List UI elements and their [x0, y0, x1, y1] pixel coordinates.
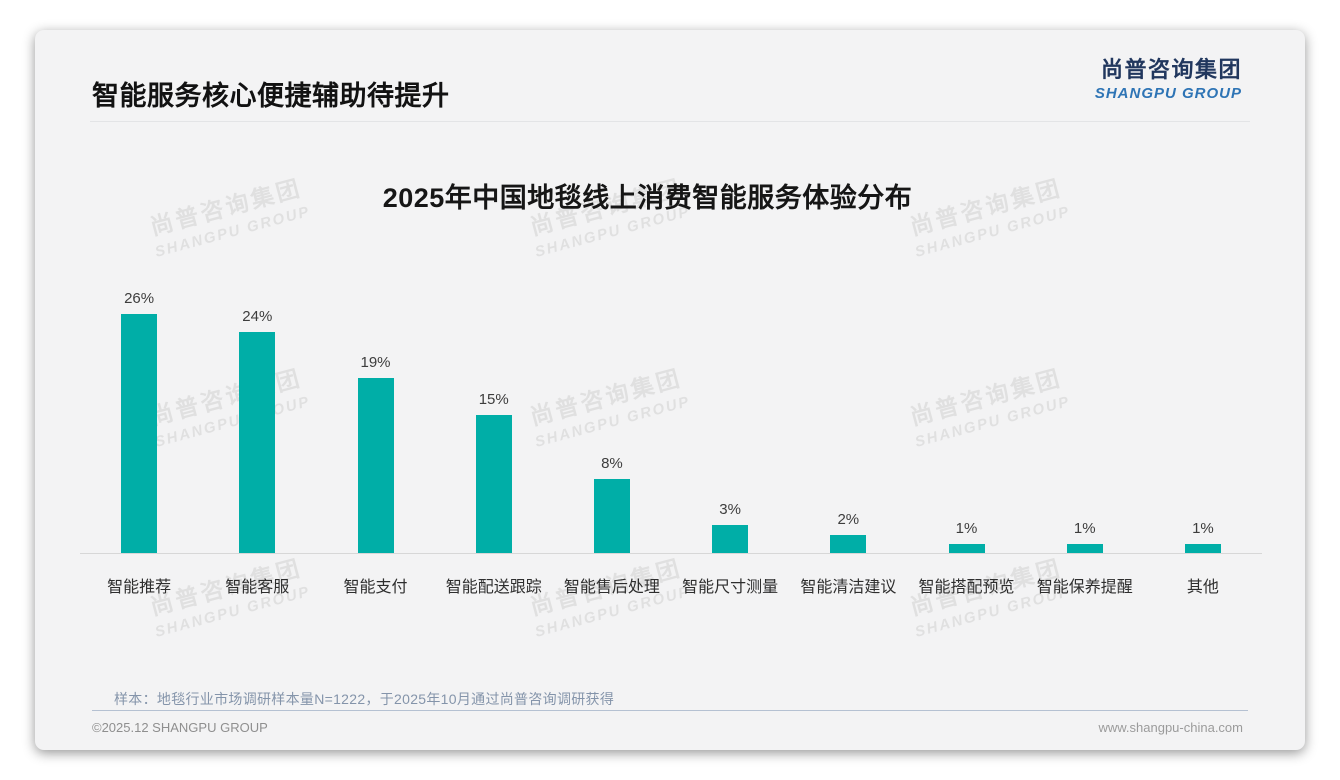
bar — [121, 313, 158, 553]
bar-value-label: 15% — [478, 391, 509, 408]
bar-value-label: 1% — [955, 519, 978, 537]
bar-slot: 8% — [553, 283, 671, 553]
category-label: 智能尺寸测量 — [682, 579, 779, 596]
bar — [1066, 543, 1103, 553]
company-logo: 尚普咨询集团 SHANGPU GROUP — [1095, 52, 1242, 102]
bar — [475, 415, 512, 553]
category-label: 智能清洁建议 — [800, 579, 897, 596]
category-label: 智能推荐 — [107, 579, 172, 596]
category-label: 智能支付 — [343, 579, 408, 596]
bar-slot: 1% — [1026, 283, 1144, 553]
category-label: 智能配送跟踪 — [445, 579, 542, 596]
bar-slot: 1% — [907, 283, 1025, 553]
category-label: 其他 — [1186, 579, 1219, 596]
bar-value-label: 2% — [837, 510, 860, 528]
bar — [712, 525, 749, 553]
bar-value-label: 8% — [601, 455, 623, 473]
bar-value-label: 1% — [1192, 519, 1214, 537]
category-label: 智能搭配预览 — [918, 579, 1015, 596]
logo-chinese-name: 尚普咨询集团 — [1100, 57, 1242, 82]
plot-bars: 26% 24% 19% 15% 8% 3% 2% 1% 1% 1% — [80, 283, 1262, 554]
footer-copyright: ©2025.12 SHANGPU GROUP — [92, 720, 268, 735]
bar-value-label: 26% — [124, 289, 155, 307]
bar-value-label: 19% — [360, 354, 391, 372]
category-label: 智能保养提醒 — [1036, 579, 1133, 596]
logo-english-name: SHANGPU GROUP — [1094, 85, 1242, 102]
footer-website: www.shangpu-china.com — [1098, 720, 1243, 735]
bar — [593, 479, 630, 553]
category-row: 智能推荐 智能客服 智能支付 智能配送跟踪 智能售后处理 智能尺寸测量 智能清洁建议 智能搭配… — [80, 554, 1262, 597]
bar-value-label: 24% — [242, 308, 273, 326]
bar — [948, 543, 985, 553]
bar-slot: 3% — [671, 283, 789, 553]
bar-value-label: 3% — [719, 501, 741, 519]
bar-slot: 19% — [316, 283, 434, 553]
category-label: 智能售后处理 — [563, 579, 660, 596]
chart-title: 2025年中国地毯线上消费智能服务体验分布 — [382, 183, 913, 213]
category-label: 智能客服 — [225, 579, 290, 596]
bar-slot: 26% — [80, 283, 198, 553]
sample-footnote: 样本：地毯行业市场调研样本量N=1222，于2025年10月通过尚普咨询调研获得 — [114, 691, 615, 707]
header-divider — [90, 121, 1250, 122]
bar-slot: 2% — [789, 283, 907, 553]
bar-slot: 1% — [1144, 283, 1262, 553]
bar — [239, 332, 276, 553]
bar — [357, 378, 394, 553]
bar-value-label: 1% — [1073, 519, 1096, 537]
bar — [830, 534, 867, 553]
bar-slot: 24% — [198, 283, 316, 553]
footnote-divider — [92, 710, 1248, 711]
bar-slot: 15% — [435, 283, 553, 553]
bar — [1184, 543, 1221, 553]
page-title: 智能服务核心便捷辅助待提升 — [92, 81, 450, 111]
slide-card: 尚普咨询集团 SHANGPU GROUP 尚普咨询集团 SHANGPU GROUP 尚普… — [35, 30, 1305, 750]
